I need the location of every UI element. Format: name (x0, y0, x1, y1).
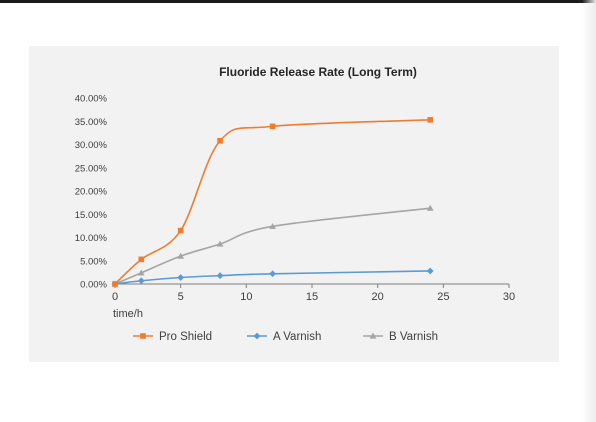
y-tick-label: 20.00% (75, 187, 108, 198)
y-tick-label: 25.00% (75, 163, 108, 174)
legend-marker (140, 333, 146, 339)
line-chart: Fluoride Release Rate (Long Term) 0.00% 5… (75, 65, 515, 343)
series-line-pro-shield (114, 119, 431, 285)
legend-marker (369, 332, 377, 339)
legend-label: Pro Shield (159, 331, 212, 343)
data-point-b-varnish (216, 240, 224, 247)
y-tick-label: 30.00% (75, 140, 108, 151)
data-point-pro-shield (177, 227, 184, 234)
legend-label: B Varnish (389, 331, 438, 343)
x-tick-label: 5 (178, 291, 184, 303)
data-point-b-varnish (426, 204, 434, 211)
legend: Pro Shield A Varnish B Varnish (133, 331, 438, 343)
y-tick-label: 15.00% (75, 210, 108, 221)
y-tick-label: 35.00% (75, 117, 108, 128)
top-border-line (0, 0, 596, 3)
x-tick-label: 15 (306, 291, 318, 303)
y-axis-tick-labels: 0.00% 5.00% 10.00% 15.00% 20.00% 25.00% 30.00%… (75, 94, 108, 291)
x-tick-label: 0 (112, 291, 118, 303)
x-axis-tick-labels: 0 5 10 15 20 25 30 (112, 284, 515, 303)
data-point-b-varnish (269, 222, 276, 229)
x-tick-label: 30 (503, 291, 515, 303)
data-point-pro-shield (269, 123, 276, 130)
data-point-pro-shield (427, 117, 433, 123)
x-tick-label: 10 (240, 291, 252, 303)
data-point-a-varnish (426, 267, 434, 275)
y-tick-label: 10.00% (75, 233, 108, 244)
y-tick-label: 40.00% (75, 94, 108, 105)
x-tick-label: 25 (437, 291, 449, 303)
right-edge-shadow (582, 0, 596, 422)
data-point-pro-shield (138, 256, 145, 263)
data-point-pro-shield (217, 137, 223, 144)
data-point-a-varnish (177, 274, 185, 281)
series-lines (114, 119, 431, 285)
data-point-a-varnish (137, 277, 145, 285)
y-tick-label: 5.00% (80, 256, 107, 267)
legend-label: A Varnish (273, 331, 321, 343)
data-point-a-varnish (216, 272, 224, 280)
data-point-pro-shield (112, 281, 118, 287)
x-tick-label: 20 (372, 291, 384, 303)
data-point-a-varnish (269, 270, 276, 278)
data-point-b-varnish (177, 252, 185, 259)
data-point-b-varnish (137, 269, 145, 276)
chart-panel: Fluoride Release Rate (Long Term) 0.00% 5… (29, 46, 559, 362)
y-tick-label: 0.00% (80, 280, 107, 291)
series-markers (111, 117, 434, 288)
legend-marker (253, 332, 261, 340)
chart-title: Fluoride Release Rate (Long Term) (219, 65, 417, 79)
x-axis-label: time/h (113, 308, 143, 320)
